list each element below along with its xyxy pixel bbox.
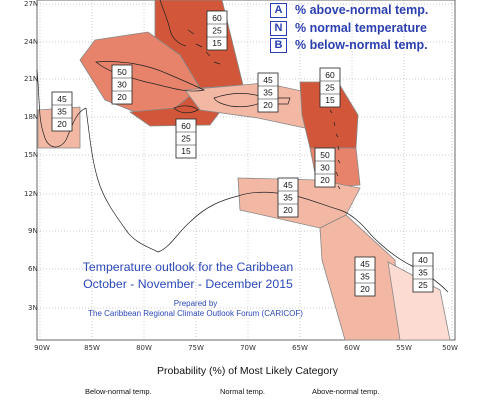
key-text: % normal temperature: [295, 20, 427, 35]
prob-box-cuba: 50 30 20: [111, 64, 133, 105]
lat-label: 9N: [28, 227, 38, 235]
prob-above: 60: [212, 13, 222, 23]
lon-label: 90W: [34, 344, 50, 352]
prob-normal: 35: [57, 107, 67, 117]
prob-below: 20: [360, 284, 370, 294]
prob-below: 20: [117, 92, 127, 102]
lon-label: 75W: [188, 344, 204, 352]
prepared-line-2: The Caribbean Regional Climate Outlook F…: [88, 309, 303, 318]
probability-axis-title: Probability (%) of Most Likely Category: [157, 365, 338, 377]
lat-label: 12N: [24, 190, 38, 198]
prob-normal: 30: [117, 80, 127, 90]
lon-label: 85W: [84, 344, 100, 352]
prob-normal: 25: [325, 83, 335, 93]
bahamas-islands: [187, 29, 221, 65]
prob-above: 60: [181, 121, 191, 131]
jamaica-coast: [173, 105, 199, 114]
lon-label: 55W: [396, 344, 412, 352]
lat-label: 27N: [24, 0, 38, 8]
key-row-above: A % above-normal temp.: [270, 2, 428, 20]
prob-normal: 25: [181, 134, 191, 144]
probability-boxes: 60 25 15 50 30 20 45 35 20 45 35 20: [51, 10, 434, 297]
venezuela-coast: [295, 195, 373, 237]
lat-label: 21N: [24, 75, 38, 83]
prob-above: 50: [320, 150, 330, 160]
prob-below: 20: [283, 205, 293, 215]
prob-above: 45: [360, 259, 370, 269]
prob-box-leeward: 60 25 15: [319, 67, 341, 108]
lon-label: 65W: [292, 344, 308, 352]
prob-above: 40: [418, 255, 428, 265]
legend-normal: Normal temp.: [220, 387, 266, 396]
prob-normal: 35: [263, 88, 273, 98]
lon-label: 60W: [344, 344, 360, 352]
prob-below: 15: [325, 95, 335, 105]
key-text: % below-normal temp.: [295, 38, 428, 52]
lat-label: 3N: [28, 304, 38, 312]
prob-normal: 35: [418, 268, 428, 278]
prob-below: 20: [263, 100, 273, 110]
prob-box-guyana: 45 35 20: [354, 256, 376, 297]
legend-above: Above-normal temp.: [312, 387, 380, 396]
latitude-labels: 27N 24N 21N 18N 15N 12N 9N 6N 3N: [24, 0, 38, 312]
prob-normal: 35: [360, 272, 370, 282]
prob-box-abc: 45 35 20: [277, 177, 299, 218]
prob-normal: 35: [283, 193, 293, 203]
key-letter: N: [270, 20, 287, 36]
key-letter: A: [270, 3, 287, 19]
key-text: % above-normal temp.: [295, 3, 429, 17]
prob-box-jamaica: 60 25 15: [175, 118, 197, 159]
prob-below: 20: [57, 119, 67, 129]
panama-colombia-coast: [157, 191, 297, 253]
prob-below: 15: [212, 38, 222, 48]
prob-box-suriname: 40 35 25: [412, 252, 434, 293]
lat-label: 18N: [24, 113, 38, 121]
prob-box-belize: 45 35 20: [51, 91, 73, 132]
lat-label: 24N: [24, 38, 38, 46]
legend-below: Below-normal temp.: [85, 387, 152, 396]
prob-box-hispaniola: 45 35 20: [257, 72, 279, 113]
title-line-2: October - November - December 2015: [83, 277, 293, 291]
prob-above: 45: [283, 180, 293, 190]
lon-label: 70W: [240, 344, 256, 352]
prob-above: 50: [117, 67, 127, 77]
guianas-coast: [371, 235, 449, 293]
lat-label: 15N: [24, 151, 38, 159]
mexico-yucatan-coast: [36, 69, 87, 148]
key-row-below: B % below-normal temp.: [270, 37, 428, 55]
longitude-labels: 90W 85W 80W 75W 70W 65W 60W 55W 50W: [34, 344, 458, 352]
lat-label: 6N: [28, 265, 38, 273]
prob-normal: 25: [212, 26, 222, 36]
title-line-1: Temperature outlook for the Caribbean: [82, 260, 294, 274]
prob-below: 25: [418, 280, 428, 290]
prepared-by: Prepared by The Caribbean Regional Clima…: [38, 299, 353, 319]
prob-above: 45: [57, 94, 67, 104]
prob-box-bahamas: 60 25 15: [206, 10, 228, 51]
key-letter: B: [270, 38, 287, 54]
prob-above: 45: [263, 75, 273, 85]
lon-label: 50W: [442, 344, 458, 352]
prepared-line-1: Prepared by: [173, 299, 218, 308]
prob-above: 60: [325, 70, 335, 80]
prob-normal: 30: [320, 163, 330, 173]
category-key: A % above-normal temp. N % normal temper…: [270, 2, 428, 55]
prob-below: 15: [181, 146, 191, 156]
key-row-normal: N % normal temperature: [270, 20, 428, 38]
central-america-coast: [85, 107, 159, 253]
florida-coast: [159, 0, 187, 47]
prob-box-windward: 50 30 20: [314, 147, 336, 188]
lon-label: 80W: [136, 344, 152, 352]
hispaniola-coast: [213, 93, 267, 108]
prob-below: 20: [320, 175, 330, 185]
map-title: Temperature outlook for the Caribbean Oc…: [38, 259, 338, 293]
